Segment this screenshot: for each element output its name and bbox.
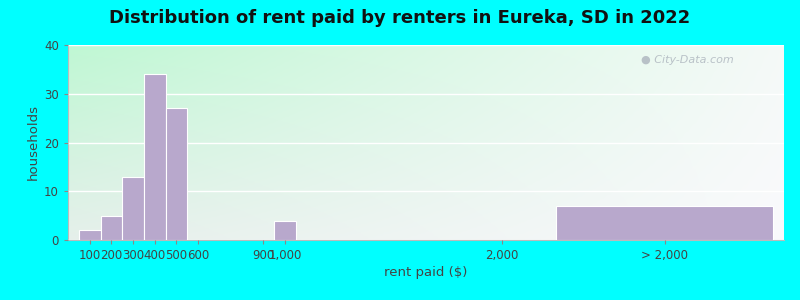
Y-axis label: households: households	[27, 104, 40, 181]
Text: Distribution of rent paid by renters in Eureka, SD in 2022: Distribution of rent paid by renters in …	[110, 9, 690, 27]
Bar	[166, 108, 187, 240]
Bar	[122, 177, 144, 240]
Text: ● City-Data.com: ● City-Data.com	[641, 55, 734, 65]
Bar	[556, 206, 773, 240]
Bar	[144, 74, 166, 240]
Bar	[101, 216, 122, 240]
Bar	[79, 230, 101, 240]
X-axis label: rent paid ($): rent paid ($)	[384, 266, 468, 279]
Bar	[274, 220, 296, 240]
